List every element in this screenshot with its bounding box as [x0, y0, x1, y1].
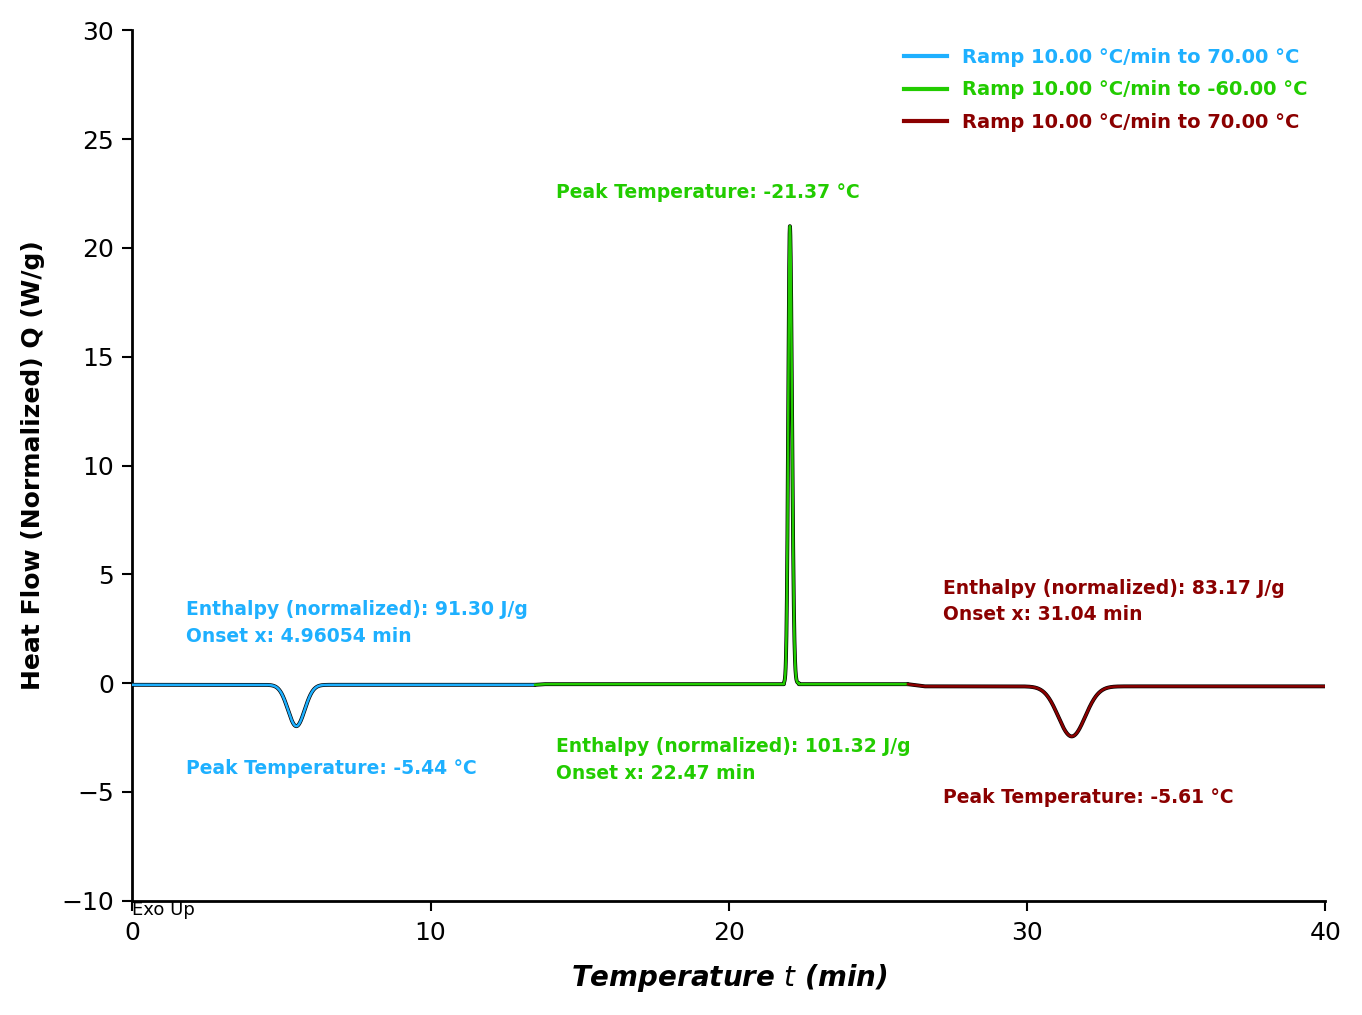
Text: Peak Temperature: -21.37 °C: Peak Temperature: -21.37 °C: [556, 183, 859, 202]
Y-axis label: Heat Flow (Normalized) Q (W/g): Heat Flow (Normalized) Q (W/g): [20, 241, 45, 690]
Text: Enthalpy (normalized): 101.32 J/g
Onset x: 22.47 min: Enthalpy (normalized): 101.32 J/g Onset …: [556, 738, 910, 783]
Text: Enthalpy (normalized): 83.17 J/g
Onset x: 31.04 min: Enthalpy (normalized): 83.17 J/g Onset x…: [944, 579, 1286, 624]
Legend: Ramp 10.00 °C/min to 70.00 °C, Ramp 10.00 °C/min to -60.00 °C, Ramp 10.00 °C/min: Ramp 10.00 °C/min to 70.00 °C, Ramp 10.0…: [896, 40, 1316, 140]
Text: Enthalpy (normalized): 91.30 J/g
Onset x: 4.96054 min: Enthalpy (normalized): 91.30 J/g Onset x…: [187, 601, 528, 646]
Text: Peak Temperature: -5.61 °C: Peak Temperature: -5.61 °C: [944, 788, 1234, 807]
X-axis label: Temperature $t$ (min): Temperature $t$ (min): [571, 962, 887, 994]
Text: Peak Temperature: -5.44 °C: Peak Temperature: -5.44 °C: [187, 759, 477, 779]
Text: Exo Up: Exo Up: [132, 900, 195, 919]
